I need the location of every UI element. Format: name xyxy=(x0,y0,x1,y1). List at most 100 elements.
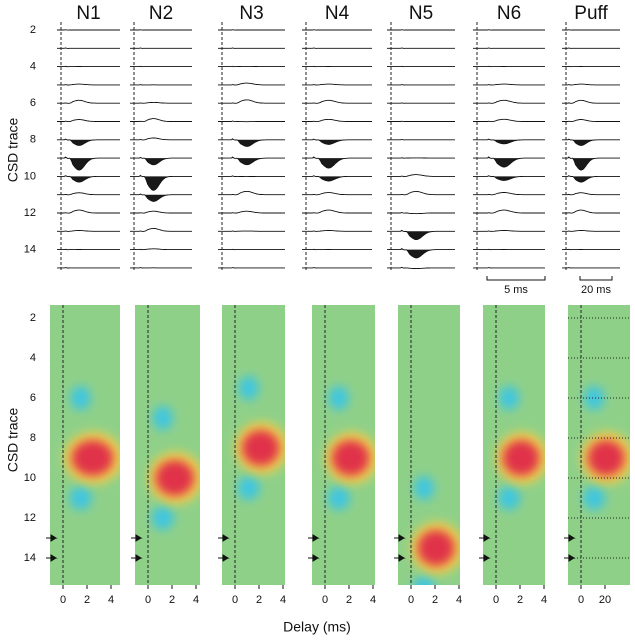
scale-bar-label: 20 ms xyxy=(581,284,611,296)
bottom-y-tick-label: 12 xyxy=(24,512,36,524)
arrow xyxy=(131,554,143,562)
trace xyxy=(473,83,545,86)
trace xyxy=(562,230,620,232)
x-tick-label: 2 xyxy=(256,594,262,606)
x-tick-label: 4 xyxy=(370,594,376,606)
trace xyxy=(387,266,455,270)
red-blob xyxy=(241,430,280,466)
x-tick-label: 0 xyxy=(408,594,414,606)
heatmap xyxy=(50,305,120,585)
blue-blob xyxy=(414,476,435,500)
bottom-y-tick-label: 8 xyxy=(30,432,36,444)
x-tick-label: 0 xyxy=(145,594,151,606)
trace xyxy=(302,156,372,169)
red-blob xyxy=(331,440,370,476)
blue-blob xyxy=(70,386,91,410)
trace xyxy=(562,175,620,183)
trace xyxy=(218,156,285,166)
x-tick-label: 0 xyxy=(60,594,66,606)
trace xyxy=(57,138,120,146)
blue-blob xyxy=(584,386,605,410)
trace xyxy=(387,174,455,177)
top-y-tick-label: 8 xyxy=(30,134,36,146)
trace xyxy=(473,118,545,123)
blue-blob xyxy=(69,486,92,510)
x-tick-label: 20 xyxy=(599,594,611,606)
x-tick-label: 4 xyxy=(541,594,547,606)
arrow xyxy=(218,554,230,562)
trace xyxy=(57,156,120,171)
arrow xyxy=(46,534,58,542)
trace xyxy=(387,229,455,241)
sink-fill xyxy=(57,175,120,182)
column-title: N6 xyxy=(497,3,521,24)
sink-fill xyxy=(57,157,120,170)
sink-fill xyxy=(302,175,372,181)
arrow xyxy=(479,554,491,562)
bottom-y-tick-label: 4 xyxy=(30,352,36,364)
trace xyxy=(562,138,620,146)
heatmap-bg xyxy=(135,305,200,585)
sink-fill xyxy=(473,139,545,144)
blue-blob xyxy=(238,376,259,400)
trace xyxy=(562,156,620,171)
trace xyxy=(130,193,192,202)
column-title: N4 xyxy=(325,3,350,24)
bottom-y-tick-label: 14 xyxy=(24,552,36,564)
sink-fill xyxy=(130,175,192,191)
trace xyxy=(387,190,455,196)
trace xyxy=(302,209,372,214)
heatmap xyxy=(483,305,545,585)
trace xyxy=(302,138,372,145)
x-tick-label: 0 xyxy=(232,594,238,606)
arrow xyxy=(394,554,406,562)
scale-bar xyxy=(486,276,546,281)
column-title: N5 xyxy=(409,3,433,24)
scale-bar-label: 5 ms xyxy=(504,284,528,296)
heatmap xyxy=(312,305,375,585)
trace xyxy=(218,175,285,178)
trace xyxy=(473,230,545,232)
trace xyxy=(57,209,120,214)
scale-bar xyxy=(579,276,613,281)
column-title: N3 xyxy=(239,3,263,24)
x-tick-label: 4 xyxy=(280,594,286,606)
arrow xyxy=(46,554,58,562)
trace xyxy=(130,101,192,104)
x-tick-label: 2 xyxy=(169,594,175,606)
blue-blob xyxy=(237,476,260,500)
top-y-tick-label: 2 xyxy=(30,24,36,36)
trace xyxy=(218,138,285,147)
x-tick-label: 2 xyxy=(84,594,90,606)
heatmap xyxy=(222,305,285,585)
blue-blob xyxy=(499,386,520,410)
sink-fill xyxy=(473,157,545,167)
trace xyxy=(302,83,372,86)
trace xyxy=(302,230,372,232)
trace xyxy=(57,99,120,104)
heatmap xyxy=(398,305,460,585)
trace xyxy=(302,192,372,196)
trace xyxy=(387,248,455,259)
trace xyxy=(562,119,620,123)
heatmap xyxy=(568,305,630,585)
blue-blob xyxy=(152,406,173,430)
x-tick-label: 2 xyxy=(432,594,438,606)
blue-blob xyxy=(498,486,521,510)
column-title: N2 xyxy=(149,3,173,24)
red-blob xyxy=(502,440,540,476)
trace xyxy=(473,99,545,104)
top-y-tick-label: 12 xyxy=(24,207,36,219)
blue-blob xyxy=(151,506,174,530)
sink-fill xyxy=(562,157,620,170)
red-blob xyxy=(587,440,625,476)
top-y-tick-label: 14 xyxy=(24,244,36,256)
arrow xyxy=(131,534,143,542)
arrow xyxy=(218,534,230,542)
trace xyxy=(130,210,192,214)
heatmap xyxy=(135,305,200,585)
sink-fill xyxy=(387,248,455,258)
column-title: Puff xyxy=(574,3,608,24)
red-blob xyxy=(417,530,455,566)
trace xyxy=(562,192,620,196)
